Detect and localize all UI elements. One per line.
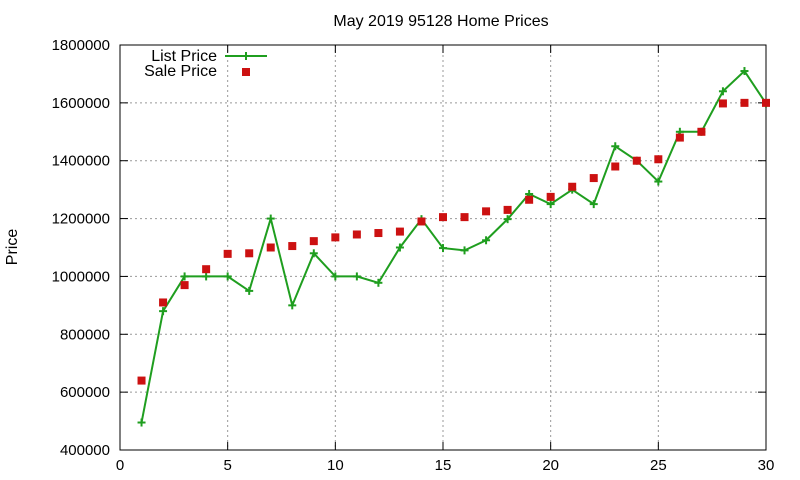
sale-price-point [482,207,491,216]
sale-price-point [266,243,275,252]
y-tick-label: 1800000 [52,37,110,54]
list-price-point [589,200,598,209]
sale-price-point [395,227,404,236]
sale-price-point [417,217,426,226]
list-price-point [352,272,361,281]
x-tick-label: 30 [758,457,775,474]
y-tick-label: 1000000 [52,268,110,285]
list-price-point [546,200,555,209]
legend: List Price Sale Price [144,48,267,80]
y-tick-label: 1200000 [52,211,110,228]
chart-title: May 2019 95128 Home Prices [333,13,548,30]
sale-price-point [740,98,749,107]
x-tick-label: 20 [542,457,559,474]
list-price-line [140,69,767,423]
list-price-point [654,177,663,186]
sale-price-point [611,162,620,171]
series-layer [137,67,770,427]
sale-price-point [503,205,512,214]
x-tick-label: 10 [327,457,344,474]
list-price-point [159,307,168,316]
sale-price-point [546,192,555,201]
sale-price-point [223,249,232,258]
sale-price-point [718,99,727,108]
sale-price-point [159,298,168,307]
y-tick-label: 1600000 [52,95,110,112]
sale-price-point [460,213,469,222]
x-tick-label: 5 [223,457,231,474]
x-tick-label: 25 [650,457,667,474]
sale-price-point [331,233,340,242]
sale-price-point [352,230,361,239]
sale-price-point [439,213,447,222]
list-price-point [137,418,146,427]
sale-price-point [632,156,641,165]
list-price-point [439,244,447,253]
sale-price-point [525,195,534,204]
legend-marker-sale-price [242,68,250,76]
sale-price-point [568,182,577,191]
list-price-point [460,246,469,255]
list-price-point [202,272,211,281]
list-price-point [395,243,404,252]
sale-price-point [675,133,684,142]
legend-marker-list-price [242,52,250,60]
legend-label-list-price: List Price [151,48,217,65]
y-tick-label: 1400000 [52,153,110,170]
legend-label-sale-price: Sale Price [144,63,217,80]
list-price-point [288,301,297,310]
list-price-point [374,278,383,287]
list-price-point [266,214,275,223]
axis-ticks: 0 5 10 15 20 25 30 400000 600000 800000 1000000 120… [52,37,775,474]
list-price-point [503,215,512,224]
list-price-point [482,236,491,245]
list-price-point [718,87,727,96]
list-price-point [223,272,232,281]
sale-price-point [288,242,297,251]
sale-price-point [309,237,318,246]
sale-price-point [180,281,189,290]
sale-price-point [374,229,383,238]
sale-price-point [762,98,770,107]
y-tick-label: 400000 [60,442,110,459]
sale-price-point [654,155,663,164]
y-tick-label: 800000 [60,326,110,343]
sale-price-point [589,174,598,183]
x-tick-label: 15 [435,457,452,474]
y-tick-label: 600000 [60,384,110,401]
sale-price-point [245,249,254,258]
list-price-point [331,272,340,281]
y-axis-label: Price [4,229,21,266]
sale-price-point [697,127,706,136]
x-tick-label: 0 [116,457,124,474]
list-price-point [245,286,254,295]
list-price-point [180,272,189,281]
list-price-point [740,67,749,76]
sale-price-point [202,265,211,274]
sale-price-point [137,376,146,385]
list-price-point [611,142,620,151]
list-price-point [309,249,318,258]
